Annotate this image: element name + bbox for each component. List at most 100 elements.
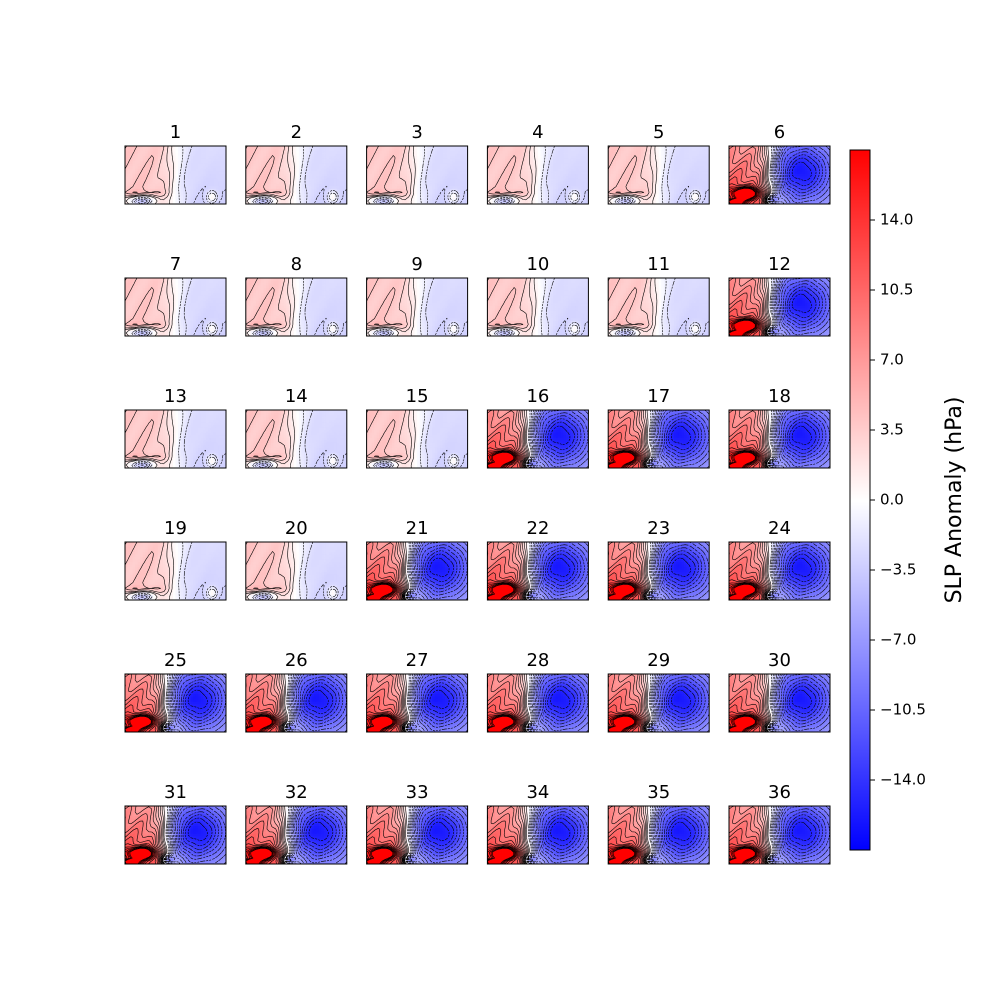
map-panel-10: 10 <box>486 254 589 337</box>
colorbar-tick-label: 14.0 <box>880 211 913 229</box>
panel-title: 31 <box>164 782 187 803</box>
panel-contours <box>125 278 226 336</box>
panel-frame <box>245 673 348 733</box>
panel-title: 9 <box>411 254 422 275</box>
panel-fill <box>729 146 830 204</box>
map-panel-4: 4 <box>486 122 589 205</box>
map-panel-34: 34 <box>486 782 589 865</box>
map-panel-7: 7 <box>124 254 227 337</box>
panel-frame <box>245 277 348 337</box>
panel-frame <box>728 673 831 733</box>
panel-frame <box>486 277 589 337</box>
panel-title: 29 <box>647 650 670 671</box>
panel-contours <box>125 806 226 864</box>
panel-title: 24 <box>768 518 791 539</box>
map-panel-14: 14 <box>245 386 348 469</box>
map-panel-29: 29 <box>607 650 710 733</box>
panel-title: 16 <box>526 386 549 407</box>
panel-title: 22 <box>526 518 549 539</box>
panel-title: 14 <box>285 386 308 407</box>
panel-title: 13 <box>164 386 187 407</box>
panel-title: 10 <box>526 254 549 275</box>
panel-frame <box>124 409 227 469</box>
panel-contours <box>245 806 347 864</box>
map-panel-20: 20 <box>245 518 348 601</box>
map-panel-33: 33 <box>366 782 469 865</box>
panel-frame <box>486 145 589 205</box>
panel-fill <box>245 674 347 732</box>
panel-fill <box>245 542 347 600</box>
panel-title: 25 <box>164 650 187 671</box>
panel-frame <box>124 673 227 733</box>
panel-frame <box>486 409 589 469</box>
panel-title: 19 <box>164 518 187 539</box>
panel-frame <box>124 541 227 601</box>
colorbar-tick-label: 3.5 <box>880 421 904 439</box>
map-panel-19: 19 <box>124 518 227 601</box>
panel-frame <box>245 409 348 469</box>
panel-frame <box>366 277 469 337</box>
panel-frame <box>607 673 710 733</box>
map-panel-23: 23 <box>607 518 710 601</box>
panel-frame <box>486 673 589 733</box>
panel-title: 30 <box>768 650 791 671</box>
panel-contours <box>729 410 830 468</box>
panel-contours <box>729 674 830 732</box>
panel-fill <box>366 410 468 468</box>
panel-title: 15 <box>406 386 429 407</box>
map-panel-5: 5 <box>607 122 710 205</box>
panel-fill <box>125 410 226 468</box>
panel-title: 8 <box>291 254 302 275</box>
panel-title: 20 <box>285 518 308 539</box>
panel-fill <box>366 806 468 864</box>
panel-contours <box>608 146 710 204</box>
map-panel-31: 31 <box>124 782 227 865</box>
panel-contours <box>125 542 226 600</box>
panel-frame <box>607 409 710 469</box>
panel-fill <box>487 410 589 468</box>
map-panel-18: 18 <box>728 386 831 469</box>
panel-frame <box>124 277 227 337</box>
map-panel-6: 6 <box>728 122 831 205</box>
panel-contours <box>729 542 830 600</box>
panel-contours <box>729 806 830 864</box>
panel-frame <box>607 805 710 865</box>
panel-fill <box>729 674 830 732</box>
panel-contours <box>608 806 710 864</box>
panel-fill <box>729 410 830 468</box>
panel-contours <box>366 674 468 732</box>
panel-frame <box>728 805 831 865</box>
colorbar-tick-label: 10.5 <box>880 281 913 299</box>
panel-contours <box>366 542 468 600</box>
panel-fill <box>729 542 830 600</box>
panel-title: 5 <box>653 122 664 143</box>
colorbar: 14.0 10.5 7.0 3.5 0.0 −3.5 −7.0 −10.5 −14.0 SLP … <box>849 149 967 851</box>
map-panel-25: 25 <box>124 650 227 733</box>
panel-contours <box>608 542 710 600</box>
panel-fill <box>608 410 710 468</box>
colorbar-tick-label: −10.5 <box>880 701 926 719</box>
panel-contours <box>487 146 589 204</box>
panel-title: 27 <box>406 650 429 671</box>
panel-contours <box>729 146 830 204</box>
panel-title: 36 <box>768 782 791 803</box>
panel-contours <box>366 146 468 204</box>
panel-contours <box>125 146 226 204</box>
map-panel-2: 2 <box>245 122 348 205</box>
panel-contours <box>245 542 347 600</box>
map-panel-13: 13 <box>124 386 227 469</box>
panel-fill <box>245 806 347 864</box>
panel-title: 12 <box>768 254 791 275</box>
panel-contours <box>729 278 830 336</box>
map-panel-11: 11 <box>607 254 710 337</box>
panel-title: 26 <box>285 650 308 671</box>
panel-fill <box>125 674 226 732</box>
panel-frame <box>728 541 831 601</box>
colorbar-tick-label: 0.0 <box>880 491 904 509</box>
panel-fill <box>608 674 710 732</box>
panel-title: 34 <box>526 782 549 803</box>
panel-contours <box>487 674 589 732</box>
panel-contours <box>245 410 347 468</box>
